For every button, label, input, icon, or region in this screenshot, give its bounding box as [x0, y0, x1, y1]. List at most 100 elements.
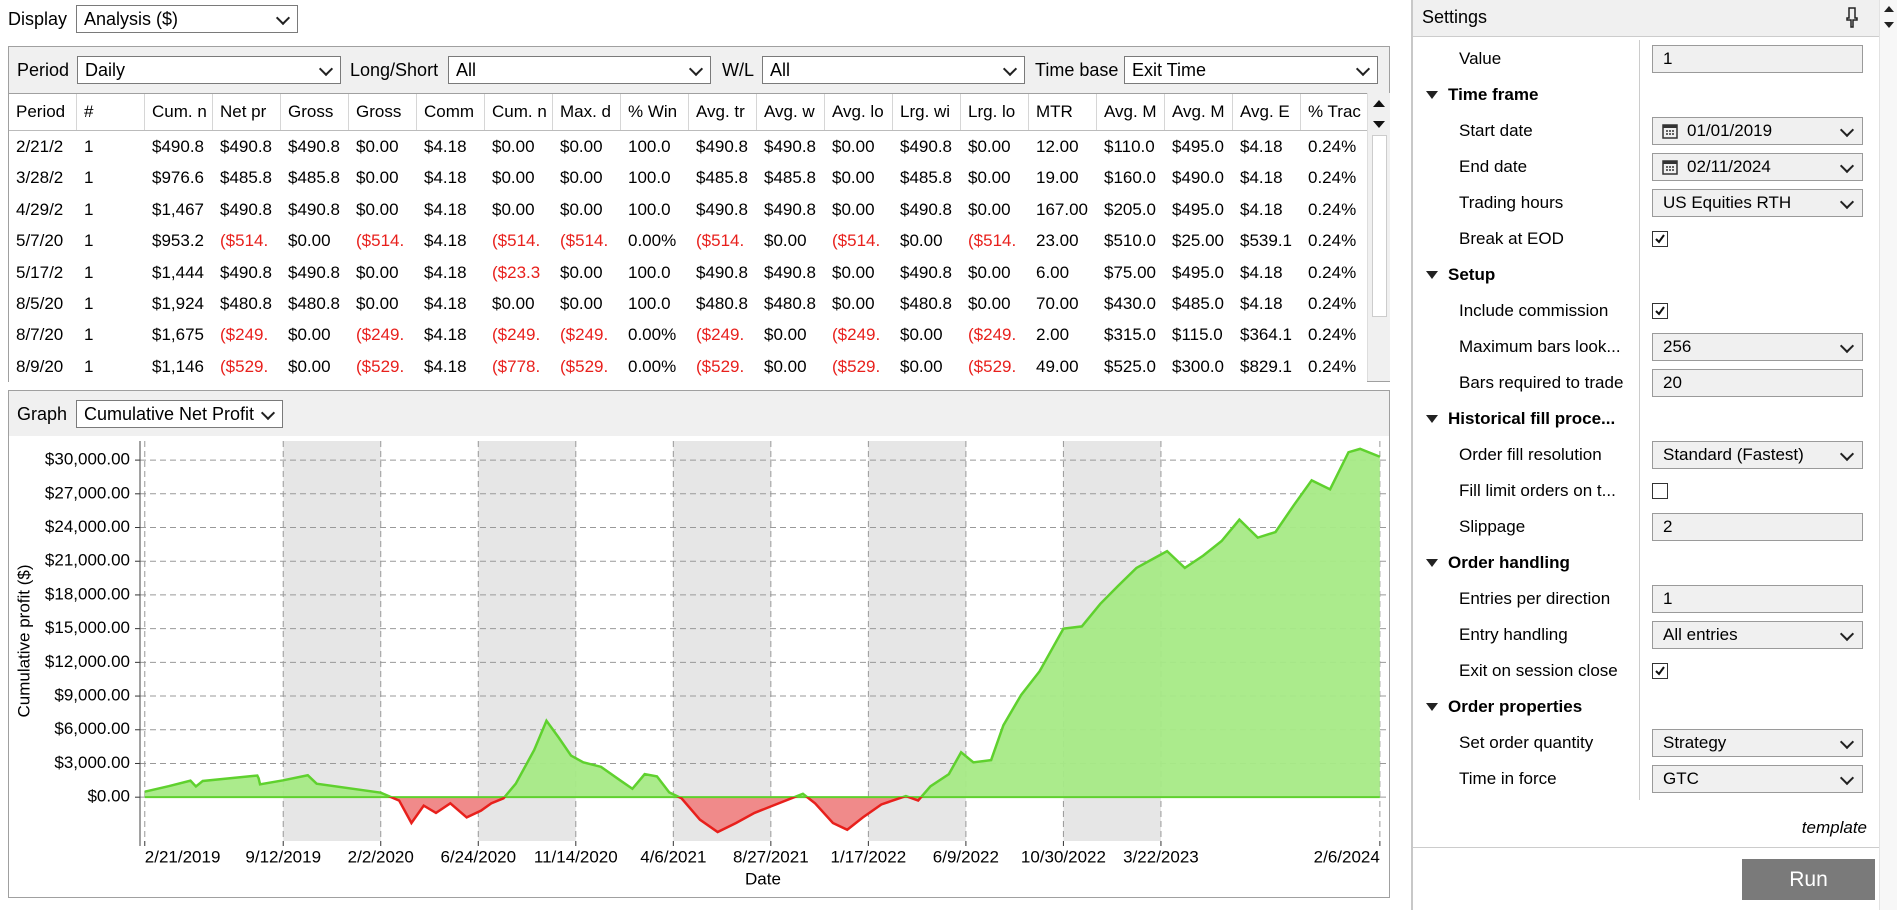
run-button[interactable]: Run [1742, 859, 1875, 900]
expander[interactable] [1425, 412, 1439, 426]
column-header[interactable]: Lrg. wi [893, 94, 961, 130]
setting-row: Slippage 2 [1413, 509, 1897, 545]
graph-label: Graph [17, 404, 68, 424]
table-cell: 8/9/20 [16, 356, 64, 376]
dropdown[interactable]: 02/11/2024 [1652, 153, 1863, 181]
filter-dropdown[interactable]: All [448, 56, 711, 84]
dropdown[interactable]: US Equities RTH [1652, 189, 1863, 217]
expander[interactable] [1425, 700, 1439, 714]
table-cell: 5/7/20 [16, 231, 64, 251]
table-cell: $490.8 [152, 137, 204, 156]
graph-dropdown[interactable]: Cumulative Net Profit [76, 400, 283, 428]
table-cell: 23.00 [1036, 231, 1079, 251]
table-cell: $4.18 [424, 231, 467, 251]
column-header[interactable]: Avg. tr [689, 94, 757, 130]
setting-row: Start date 01/01/2019 [1413, 113, 1897, 149]
checkbox[interactable] [1652, 231, 1668, 247]
table-cell: ($778. [492, 356, 541, 376]
table-cell: $490.8 [220, 137, 272, 156]
table-cell: 5/17/2 [16, 262, 64, 282]
filter-dropdown[interactable]: Exit Time [1124, 56, 1378, 84]
scrollbar[interactable] [1367, 93, 1390, 381]
checkbox[interactable] [1652, 303, 1668, 319]
section-row[interactable]: Time frame [1413, 77, 1897, 113]
table-cell: $490.8 [220, 262, 272, 282]
pin-icon[interactable] [1845, 6, 1859, 28]
dropdown[interactable]: GTC [1652, 765, 1863, 793]
checkbox[interactable] [1652, 663, 1668, 679]
table-cell: $485.8 [220, 168, 272, 188]
column-header[interactable]: Avg. w [757, 94, 825, 130]
template-link[interactable]: template [1801, 818, 1867, 837]
column-header[interactable]: # [77, 94, 145, 130]
setting-label: Order fill resolution [1459, 445, 1602, 464]
column-header[interactable]: Avg. M [1097, 94, 1165, 130]
table-cell: $430.0 [1104, 294, 1156, 313]
table-cell: $1,444 [152, 262, 204, 282]
setting-value: 2 [1663, 517, 1673, 536]
text-field[interactable]: 1 [1652, 45, 1863, 73]
section-row[interactable]: Setup [1413, 257, 1897, 293]
column-header[interactable]: % Trac [1301, 94, 1369, 130]
scroll-thumb[interactable] [1372, 135, 1387, 317]
section-row[interactable]: Order properties [1413, 689, 1897, 725]
column-header[interactable]: Cum. n [485, 94, 553, 130]
setting-label: Break at EOD [1459, 229, 1564, 248]
table-cell: $0.00 [288, 356, 331, 376]
dropdown[interactable]: Strategy [1652, 729, 1863, 757]
column-header[interactable]: Avg. M [1165, 94, 1233, 130]
column-header[interactable]: Comm [417, 94, 485, 130]
display-dropdown[interactable]: Analysis ($) [76, 5, 298, 33]
dropdown[interactable]: 01/01/2019 [1652, 117, 1863, 145]
setting-label: Set order quantity [1459, 733, 1594, 752]
dropdown[interactable]: All entries [1652, 621, 1863, 649]
y-tick-label: $27,000.00 [45, 483, 130, 502]
table-cell: 2/21/2 [16, 137, 64, 156]
expander[interactable] [1425, 556, 1439, 570]
table-cell: $0.00 [832, 262, 875, 282]
table-cell: ($249. [560, 325, 609, 345]
text-field[interactable]: 1 [1652, 585, 1863, 613]
text-field[interactable]: 20 [1652, 369, 1863, 397]
column-header[interactable]: Avg. E [1233, 94, 1301, 130]
text-field[interactable]: 2 [1652, 513, 1863, 541]
table-cell: $539.1 [1240, 231, 1292, 251]
expander[interactable] [1425, 88, 1439, 102]
dropdown[interactable]: Standard (Fastest) [1652, 441, 1863, 469]
expander[interactable] [1425, 268, 1439, 282]
filter-dropdown[interactable]: Daily [77, 56, 341, 84]
column-header[interactable]: Max. d [553, 94, 621, 130]
y-tick-label: $24,000.00 [45, 517, 130, 536]
table-cell: $4.18 [424, 262, 467, 282]
setting-value: GTC [1663, 769, 1699, 788]
filter-dropdown[interactable]: All [762, 56, 1025, 84]
column-header[interactable]: Period [9, 94, 77, 130]
section-row[interactable]: Order handling [1413, 545, 1897, 581]
column-header[interactable]: Net pr [213, 94, 281, 130]
section-row[interactable]: Historical fill proce... [1413, 401, 1897, 437]
column-header[interactable]: Avg. lo [825, 94, 893, 130]
table-cell: $0.00 [560, 294, 603, 313]
scroll-arrows [1884, 6, 1894, 28]
table-cell: $0.00 [968, 294, 1011, 313]
expander-arrow [1426, 703, 1438, 711]
settings-scrollbar[interactable] [1879, 0, 1897, 910]
table-cell: $75.00 [1104, 262, 1156, 282]
column-header[interactable]: Gross [349, 94, 417, 130]
table-cell: $0.00 [900, 325, 943, 345]
checkbox[interactable] [1652, 483, 1668, 499]
table-cell: $480.8 [900, 294, 952, 313]
column-header[interactable]: Gross [281, 94, 349, 130]
y-tick-label: $30,000.00 [45, 450, 130, 469]
setting-row: Entry handling All entries [1413, 617, 1897, 653]
setting-value: 256 [1663, 337, 1692, 356]
column-header[interactable]: % Win [621, 94, 689, 130]
table-cell: 0.24% [1308, 199, 1357, 219]
column-header[interactable]: Lrg. lo [961, 94, 1029, 130]
table-cell: 0.00% [628, 231, 677, 251]
dropdown[interactable]: 256 [1652, 333, 1863, 361]
column-header[interactable]: Cum. n [145, 94, 213, 130]
column-header[interactable]: MTR [1029, 94, 1097, 130]
table-cell: 1 [84, 137, 94, 156]
chart: $0.00 $3,000.00 $6,000.00 $9,000.00 $12,000.… [9, 436, 1389, 897]
